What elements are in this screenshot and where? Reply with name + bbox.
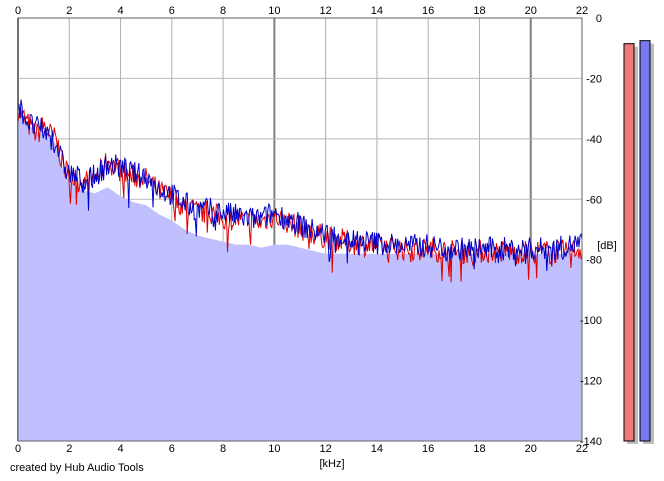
x-tick-label-top: 8 — [220, 5, 226, 17]
x-tick-label-bottom: 16 — [422, 443, 434, 455]
x-tick-label-bottom: 14 — [371, 443, 383, 455]
level-meter-bar — [623, 43, 635, 442]
x-tick-label-bottom: 10 — [268, 443, 280, 455]
y-tick-label: -20 — [586, 73, 602, 85]
x-tick-label-top: 14 — [371, 5, 383, 17]
y-tick-label: -40 — [586, 134, 602, 146]
y-tick-label: -60 — [586, 194, 602, 206]
x-tick-label-top: 4 — [117, 5, 123, 17]
x-tick-label-top: 20 — [525, 5, 537, 17]
x-tick-label-bottom: 0 — [15, 443, 21, 455]
series-blue-line — [17, 99, 583, 272]
y-tick-label: -120 — [580, 376, 602, 388]
y-axis-ticks: 0 -20 -40 -60 -80 -100 -120 -140 — [580, 13, 602, 448]
level-meters — [623, 40, 654, 445]
x-tick-label-top: 16 — [422, 5, 434, 17]
x-tick-label-bottom: 2 — [66, 443, 72, 455]
x-tick-label-bottom: 20 — [525, 443, 537, 455]
plot-frame — [17, 17, 583, 442]
y-tick-label: 0 — [596, 13, 602, 25]
x-tick-label-top: 12 — [320, 5, 332, 17]
y-axis-label: [dB] — [597, 240, 617, 252]
plot-border — [17, 17, 583, 442]
x-tick-label-top: 10 — [268, 5, 280, 17]
level-meter-bar — [639, 40, 651, 442]
spectrum-fill-area — [18, 108, 582, 441]
credit-text: created by Hub Audio Tools — [10, 462, 144, 474]
y-tick-label: -80 — [586, 255, 602, 267]
x-tick-label-bottom: 18 — [473, 443, 485, 455]
x-axis-label: [kHz] — [319, 458, 344, 470]
y-tick-label: -140 — [580, 436, 602, 448]
x-tick-label-bottom: 4 — [117, 443, 123, 455]
x-tick-label-bottom: 22 — [576, 443, 588, 455]
y-tick-label: -100 — [580, 315, 602, 327]
x-tick-label-bottom: 12 — [320, 443, 332, 455]
x-tick-label-bottom: 6 — [169, 443, 175, 455]
x-tick-label-top: 6 — [169, 5, 175, 17]
x-tick-label-bottom: 8 — [220, 443, 226, 455]
x-tick-label-top: 0 — [15, 5, 21, 17]
x-tick-label-top: 18 — [473, 5, 485, 17]
x-tick-label-top: 22 — [576, 5, 588, 17]
x-tick-label-top: 2 — [66, 5, 72, 17]
